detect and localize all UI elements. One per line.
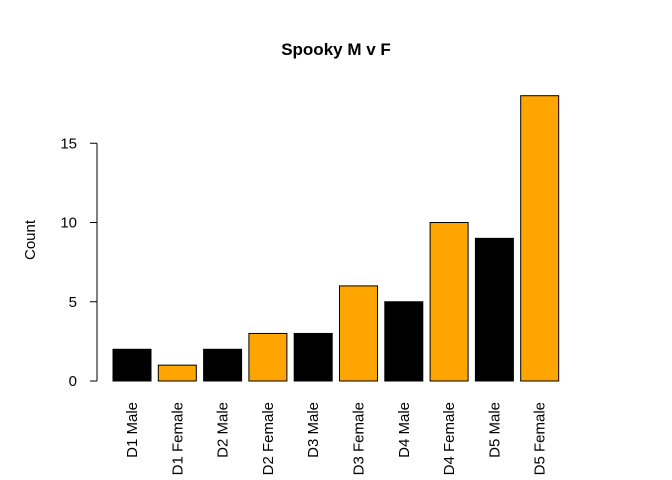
bar bbox=[429, 222, 469, 382]
bar bbox=[248, 332, 288, 382]
x-tick-label: D2 Female bbox=[260, 402, 277, 475]
x-tick-label: D5 Male bbox=[486, 402, 503, 458]
x-tick-label: D1 Female bbox=[169, 402, 186, 475]
y-tick-label: 15 bbox=[60, 135, 77, 152]
bar bbox=[339, 285, 378, 382]
bar bbox=[157, 364, 197, 382]
x-tick-labels: D1 Male D1 Female D2 Male D2 Female D3 Male D… bbox=[124, 402, 549, 475]
y-tick-label: 0 bbox=[69, 373, 77, 390]
bar bbox=[384, 301, 424, 382]
bar bbox=[474, 237, 514, 382]
y-tick-label: 5 bbox=[69, 294, 77, 311]
chart-title: Spooky M v F bbox=[281, 40, 391, 59]
bar bbox=[203, 348, 243, 382]
bar bbox=[112, 348, 152, 382]
bars-group bbox=[112, 95, 560, 382]
y-axis: 0 5 10 15 bbox=[60, 135, 98, 390]
bar bbox=[293, 332, 333, 382]
x-tick-label: D3 Male bbox=[305, 402, 322, 458]
x-tick-label: D5 Female bbox=[532, 402, 549, 475]
x-tick-label: D4 Male bbox=[396, 402, 413, 458]
x-tick-label: D1 Male bbox=[124, 402, 141, 458]
x-tick-label: D3 Female bbox=[351, 402, 368, 475]
x-tick-label: D4 Female bbox=[441, 402, 458, 475]
y-axis-label: Count bbox=[22, 219, 39, 260]
x-tick-label: D2 Male bbox=[215, 402, 232, 458]
y-tick-label: 10 bbox=[60, 215, 77, 232]
bar bbox=[520, 95, 560, 382]
